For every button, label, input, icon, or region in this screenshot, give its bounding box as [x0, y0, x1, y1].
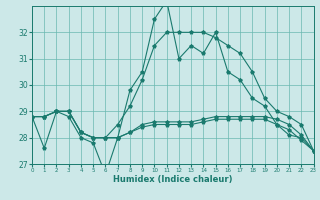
X-axis label: Humidex (Indice chaleur): Humidex (Indice chaleur): [113, 175, 233, 184]
